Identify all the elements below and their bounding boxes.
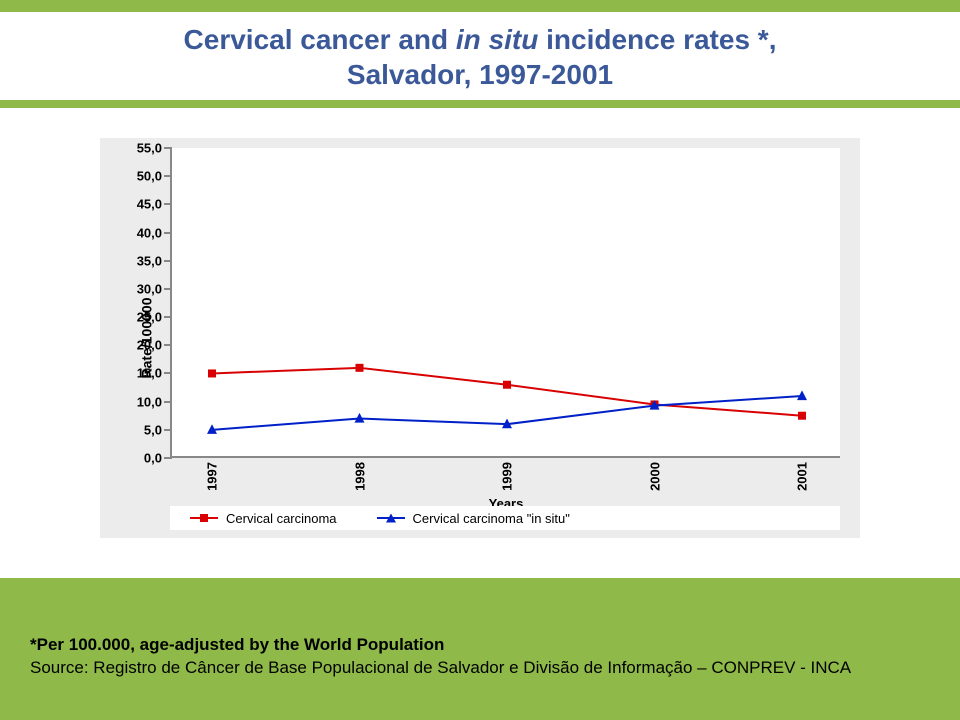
x-tick-label: 1997 [205,462,220,491]
x-tick-label: 2000 [647,462,662,491]
legend-marker-icon [386,514,396,523]
series-marker [208,369,216,377]
footnote: *Per 100.000, age-adjusted by the World … [30,634,851,680]
y-tick-label: 20,0 [137,338,162,353]
chart-band: Rate/100000 Years 0,05,010,015,020,025,0… [0,108,960,578]
legend-item: Cervical carcinoma [190,511,337,526]
y-tick [164,344,172,346]
legend-swatch [190,517,218,519]
y-tick-label: 40,0 [137,225,162,240]
y-tick-label: 30,0 [137,281,162,296]
y-tick-label: 0,0 [144,451,162,466]
y-tick [164,232,172,234]
footnote-bold: *Per 100.000, age-adjusted by the World … [30,634,851,657]
chart-svg [172,148,840,456]
y-tick-label: 5,0 [144,422,162,437]
y-tick [164,288,172,290]
y-tick [164,260,172,262]
y-tick-label: 45,0 [137,197,162,212]
y-tick [164,401,172,403]
y-tick-label: 35,0 [137,253,162,268]
y-tick [164,175,172,177]
y-tick-label: 55,0 [137,141,162,156]
plot-area: Years 0,05,010,015,020,025,030,035,040,0… [170,148,840,458]
legend: Cervical carcinoma Cervical carcinoma "in… [170,506,840,530]
y-tick [164,203,172,205]
legend-swatch [377,517,405,519]
page-title: Cervical cancer and in situ incidence ra… [0,12,960,92]
chart-panel: Rate/100000 Years 0,05,010,015,020,025,0… [100,138,860,538]
y-tick [164,429,172,431]
title-part-b: in situ [456,24,538,55]
footnote-source: Source: Registro de Câncer de Base Popul… [30,657,851,680]
legend-marker-icon [200,514,208,522]
legend-label: Cervical carcinoma [226,511,337,526]
x-tick-label: 1999 [500,462,515,491]
legend-item: Cervical carcinoma "in situ" [377,511,570,526]
legend-label: Cervical carcinoma "in situ" [413,511,570,526]
y-tick-label: 15,0 [137,366,162,381]
y-tick [164,316,172,318]
y-tick-label: 10,0 [137,394,162,409]
y-tick [164,147,172,149]
y-tick-label: 25,0 [137,310,162,325]
series-marker [356,364,364,372]
title-band: Cervical cancer and in situ incidence ra… [0,12,960,100]
title-part-c: incidence rates *, [538,24,776,55]
x-tick-label: 1998 [352,462,367,491]
title-line2: Salvador, 1997-2001 [347,59,613,90]
y-tick [164,372,172,374]
series-marker [798,412,806,420]
y-tick [164,457,172,459]
x-tick-label: 2001 [795,462,810,491]
title-part-a: Cervical cancer and [184,24,456,55]
y-tick-label: 50,0 [137,169,162,184]
series-line [212,368,802,416]
series-marker [503,381,511,389]
